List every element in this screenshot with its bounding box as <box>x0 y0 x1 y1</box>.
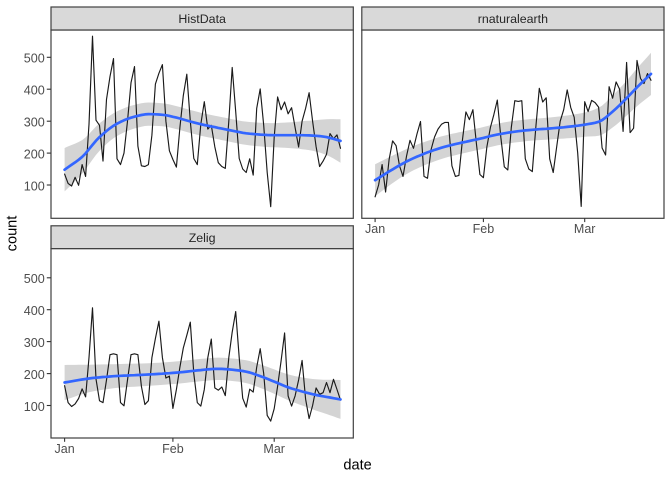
svg-text:count: count <box>5 216 21 252</box>
svg-text:100: 100 <box>24 400 45 414</box>
svg-text:date: date <box>343 458 371 474</box>
svg-text:Jan: Jan <box>365 222 385 236</box>
svg-text:Zelig: Zelig <box>189 231 216 245</box>
svg-text:Jan: Jan <box>55 442 75 456</box>
svg-text:500: 500 <box>24 52 45 66</box>
svg-text:rnaturalearth: rnaturalearth <box>478 12 548 26</box>
svg-text:100: 100 <box>24 179 45 193</box>
svg-text:500: 500 <box>24 272 45 286</box>
svg-text:Mar: Mar <box>574 222 596 236</box>
svg-text:Feb: Feb <box>162 442 184 456</box>
svg-text:HistData: HistData <box>178 12 226 26</box>
svg-text:300: 300 <box>24 116 45 130</box>
svg-text:400: 400 <box>24 84 45 98</box>
svg-text:300: 300 <box>24 336 45 350</box>
svg-text:200: 200 <box>24 148 45 162</box>
svg-text:Mar: Mar <box>263 442 285 456</box>
svg-text:200: 200 <box>24 368 45 382</box>
svg-text:400: 400 <box>24 304 45 318</box>
svg-text:Feb: Feb <box>473 222 495 236</box>
